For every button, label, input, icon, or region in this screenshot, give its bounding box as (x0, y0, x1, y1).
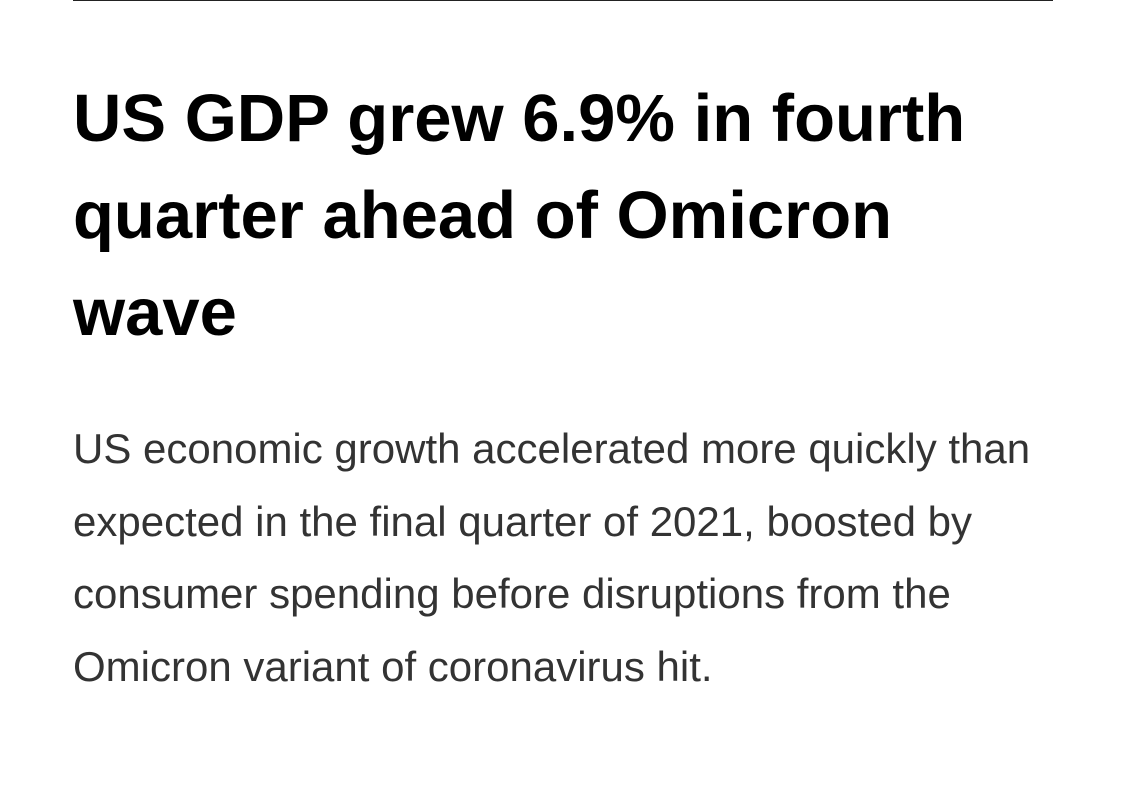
article-headline: US GDP grew 6.9% in fourth quarter ahead… (73, 81, 966, 350)
top-divider (73, 0, 1053, 1)
article-standfirst: US economic growth accelerated more quic… (73, 425, 1031, 690)
